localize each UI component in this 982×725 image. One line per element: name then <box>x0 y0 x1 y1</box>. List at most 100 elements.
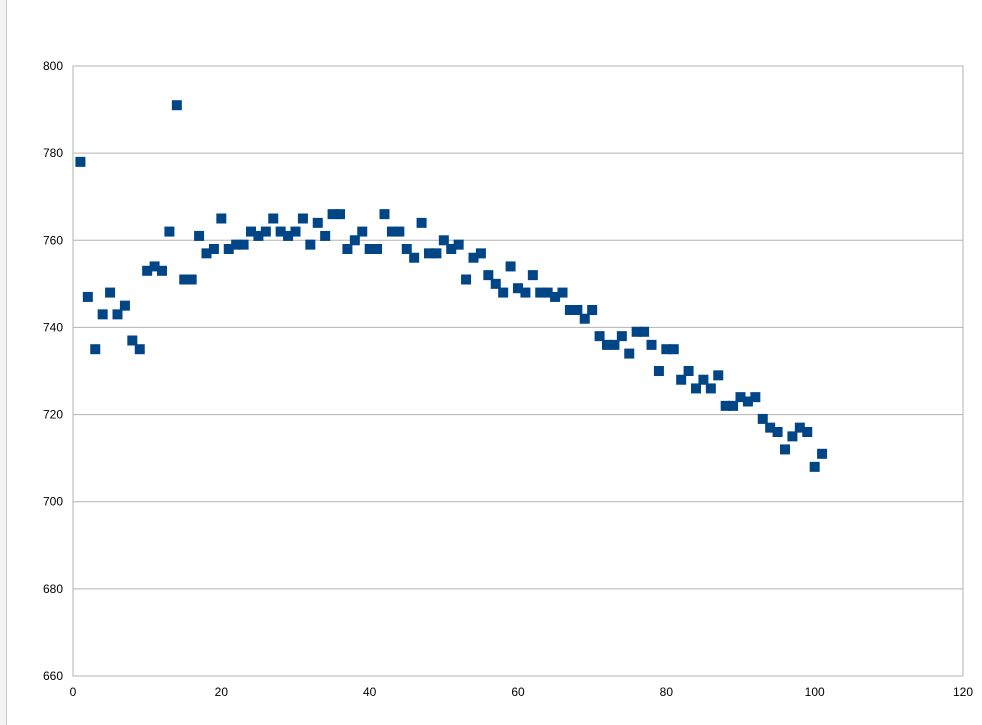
data-point <box>335 209 345 220</box>
data-point <box>194 230 205 241</box>
data-point <box>720 400 731 411</box>
data-point <box>208 244 219 254</box>
data-point <box>683 366 694 376</box>
data-point <box>327 209 338 220</box>
y-tick-label: 740 <box>43 320 63 334</box>
data-point <box>691 383 701 394</box>
data-point <box>624 348 635 359</box>
data-point <box>809 461 820 472</box>
data-point <box>171 100 182 111</box>
data-point <box>631 326 642 337</box>
data-point <box>246 226 256 237</box>
data-point <box>594 331 605 342</box>
data-point <box>320 230 331 241</box>
data-point <box>639 326 650 337</box>
grid-lines <box>73 65 963 677</box>
data-point <box>513 283 523 294</box>
data-point <box>260 226 271 237</box>
data-point <box>394 226 405 237</box>
data-point <box>765 422 776 433</box>
x-axis-tick-labels: 0 20 40 60 80 100 120 <box>70 685 974 699</box>
data-points <box>75 100 828 472</box>
data-point <box>661 344 672 355</box>
data-point <box>527 270 538 281</box>
plot-area-border <box>72 65 964 677</box>
y-tick-label: 760 <box>43 233 63 247</box>
data-point <box>297 213 308 224</box>
data-point <box>349 235 360 246</box>
data-point <box>609 339 620 350</box>
data-point <box>127 335 138 346</box>
data-point <box>105 287 116 298</box>
data-point <box>438 235 449 246</box>
data-point <box>713 370 724 381</box>
y-axis-tick-labels: 660 680 700 720 740 760 780 800 <box>43 59 63 683</box>
data-point <box>468 252 479 263</box>
data-point <box>201 248 212 259</box>
data-point <box>461 274 472 285</box>
x-tick-label: 120 <box>953 685 973 699</box>
data-point <box>446 244 457 254</box>
data-point <box>424 248 434 259</box>
data-point <box>550 291 561 302</box>
data-point <box>742 396 753 407</box>
y-tick-label: 720 <box>43 408 63 422</box>
y-tick-label: 800 <box>43 59 63 73</box>
data-point <box>564 305 575 315</box>
data-point <box>97 309 108 320</box>
data-point <box>372 244 383 254</box>
data-point <box>616 331 627 342</box>
data-point <box>416 217 427 228</box>
data-point <box>90 344 101 355</box>
data-point <box>216 213 227 224</box>
data-point <box>164 226 175 237</box>
data-point <box>75 156 86 167</box>
data-point <box>535 287 546 298</box>
data-point <box>134 344 145 355</box>
data-point <box>401 244 412 254</box>
y-tick-label: 660 <box>43 669 63 683</box>
x-tick-label: 80 <box>660 685 674 699</box>
data-point <box>223 244 234 254</box>
data-point <box>431 248 442 259</box>
data-point <box>268 213 279 224</box>
data-point <box>82 291 93 302</box>
data-point <box>142 265 153 276</box>
data-point <box>646 339 657 350</box>
data-point <box>587 305 598 315</box>
data-point <box>290 226 301 237</box>
data-point <box>780 444 790 455</box>
data-point <box>505 261 516 272</box>
data-point <box>602 339 612 350</box>
y-tick-label: 700 <box>43 495 63 509</box>
data-point <box>794 422 805 433</box>
data-point <box>572 305 583 315</box>
data-point <box>757 413 768 424</box>
x-tick-label: 100 <box>805 685 825 699</box>
data-point <box>750 392 761 403</box>
data-point <box>283 230 294 241</box>
data-point <box>705 383 716 394</box>
data-point <box>275 226 286 237</box>
data-point <box>305 239 316 250</box>
data-point <box>179 274 190 285</box>
data-point <box>542 287 553 298</box>
data-point <box>453 239 464 250</box>
data-point <box>119 300 130 311</box>
data-point <box>735 392 746 403</box>
data-point <box>483 270 494 281</box>
data-point <box>787 431 798 442</box>
x-tick-label: 60 <box>511 685 525 699</box>
data-point <box>409 252 420 263</box>
data-point <box>579 313 590 324</box>
data-point <box>728 400 739 411</box>
data-point <box>490 278 501 289</box>
data-point <box>557 287 568 298</box>
data-point <box>386 226 397 237</box>
y-tick-label: 780 <box>43 146 63 160</box>
data-point <box>186 274 197 285</box>
row-header-gutter[interactable] <box>0 0 7 725</box>
data-point <box>653 366 664 376</box>
x-tick-label: 0 <box>70 685 77 699</box>
